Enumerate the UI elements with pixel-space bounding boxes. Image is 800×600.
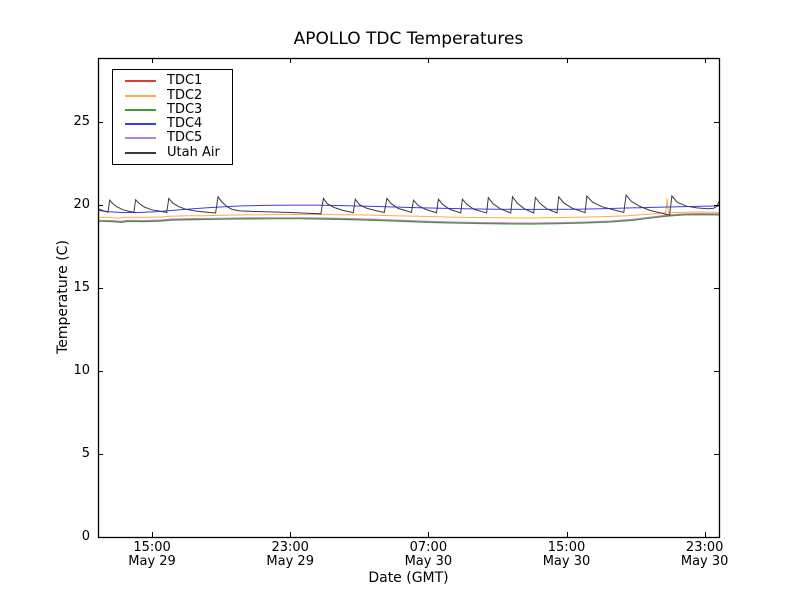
legend-label: TDC1 <box>167 73 203 89</box>
chart-title: APOLLO TDC Temperatures <box>293 29 524 49</box>
legend-label: Utah Air <box>167 144 220 160</box>
legend: TDC1 TDC2 TDC3 TDC4 TDC5 Utah Air <box>112 69 233 165</box>
series-line-tdc5 <box>98 212 719 224</box>
legend-item-utah-air: Utah Air <box>125 144 232 160</box>
x-tick-1500-May29: 15:00 May 29 <box>104 541 200 569</box>
x-tick-date: May 30 <box>542 554 591 569</box>
legend-label: TDC3 <box>167 101 203 117</box>
legend-label: TDC4 <box>167 116 203 132</box>
y-tick-5: 5 <box>81 446 90 461</box>
x-tick-2300-May30: 23:00 May 30 <box>657 541 753 569</box>
series-line-tdc3 <box>98 214 719 225</box>
y-tick-20: 20 <box>73 197 90 213</box>
legend-line-swatch <box>125 94 156 97</box>
y-tick-0: 0 <box>81 529 90 544</box>
legend-line-swatch <box>125 80 156 83</box>
legend-line-swatch <box>125 137 156 140</box>
x-tick-date: May 30 <box>680 554 729 569</box>
x-axis-label: Date (GMT) <box>368 570 449 586</box>
legend-label: TDC2 <box>167 87 203 103</box>
legend-line-swatch <box>125 108 156 111</box>
x-tick-date: May 29 <box>128 554 176 569</box>
legend-item-tdc4: TDC4 <box>125 117 232 131</box>
x-tick-time: 15:00 <box>133 540 171 555</box>
legend-item-tdc5: TDC5 <box>125 131 232 145</box>
series-line-utah-air <box>98 193 719 216</box>
x-tick-time: 15:00 <box>547 540 586 555</box>
legend-line-swatch <box>125 151 156 154</box>
x-tick-time: 23:00 <box>271 540 309 555</box>
y-tick-10: 10 <box>73 363 90 379</box>
x-tick-date: May 30 <box>404 554 453 569</box>
y-axis-label: Temperature (C) <box>55 240 71 354</box>
x-tick-date: May 29 <box>266 554 314 569</box>
y-tick-25: 25 <box>73 114 90 130</box>
plot-frame <box>97 57 721 539</box>
legend-line-swatch <box>125 123 156 126</box>
x-tick-1500-May30: 15:00 May 30 <box>519 541 615 569</box>
x-tick-2300-May29: 23:00 May 29 <box>242 541 338 569</box>
legend-item-tdc2: TDC2 <box>125 88 232 102</box>
legend-label: TDC5 <box>167 130 203 146</box>
x-tick-time: 07:00 <box>409 540 448 555</box>
x-tick-time: 23:00 <box>685 540 724 555</box>
y-tick-15: 15 <box>73 280 90 296</box>
legend-item-tdc1: TDC1 <box>125 74 232 88</box>
x-tick-0700-May30: 07:00 May 30 <box>380 541 476 569</box>
legend-item-tdc3: TDC3 <box>125 101 232 117</box>
